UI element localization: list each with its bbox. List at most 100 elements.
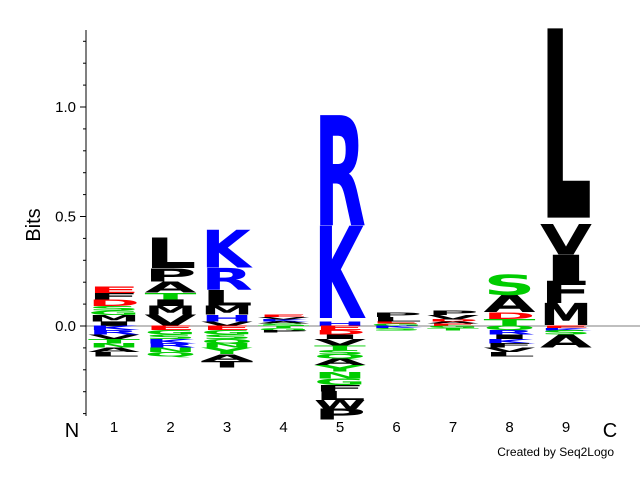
logo-letter-P-positive: P	[371, 311, 423, 318]
logo-letter-T-negative: T	[314, 344, 366, 351]
logo-letter-K-negative: K	[484, 338, 536, 345]
logo-letter-M-positive: M	[88, 313, 140, 324]
position-label-7: 7	[449, 419, 457, 436]
logo-letter-S-negative: S	[314, 349, 366, 356]
logo-letter-D-positive: D	[427, 319, 479, 322]
logo-letter-R-negative: R	[88, 329, 140, 336]
logo-letter-F-negative: F	[484, 342, 536, 349]
logo-letter-S-negative: S	[145, 333, 197, 340]
position-label-1: 1	[110, 419, 118, 436]
position-label-9: 9	[562, 419, 570, 436]
logo-letter-H-positive: H	[314, 320, 366, 327]
logo-letter-S-positive: S	[484, 269, 536, 301]
position-label-4: 4	[279, 419, 287, 436]
logo-letter-L-positive: L	[540, 0, 592, 280]
logo-letter-S-negative: S	[371, 328, 423, 331]
logo-letter-L-positive: L	[201, 287, 253, 311]
logo-letter-P-positive: P	[145, 265, 197, 286]
logo-letter-A-negative: A	[540, 330, 592, 351]
logo-letter-V-positive: V	[201, 320, 253, 327]
logo-letter-R-positive: R	[201, 262, 253, 297]
logo-letter-K-positive: K	[314, 201, 366, 349]
y-tick-label: 0.5	[55, 209, 76, 226]
x-axis: N C 1 2 3 4 5 6 7 8 9	[65, 419, 617, 442]
logo-letter-T-negative: T	[88, 338, 140, 345]
logo-letter-R-negative: R	[484, 329, 536, 336]
logo-letter-L-positive: L	[371, 316, 423, 323]
logo-letter-N-negative: N	[314, 370, 366, 380]
logo-letter-E-positive: E	[258, 314, 310, 318]
logo-letter-D-negative: D	[314, 329, 366, 336]
logo-letter-K-negative: K	[540, 328, 592, 332]
y-tick-label: 1.0	[55, 99, 76, 116]
logo-letter-G-negative: G	[145, 329, 197, 336]
logo-letter-K-positive: K	[258, 319, 310, 323]
logo-letter-R-negative: R	[145, 342, 197, 349]
logo-letter-Q-negative: Q	[145, 351, 197, 358]
logo-letter-A-positive: A	[427, 321, 479, 324]
y-tick-label: 0.0	[55, 318, 76, 335]
logo-letter-T-positive: T	[484, 317, 536, 328]
logo-letter-V-positive: V	[145, 312, 197, 329]
logo-letter-E-negative: E	[145, 325, 197, 332]
logo-letter-A-negative: A	[88, 347, 140, 354]
logo-letter-V-positive: V	[258, 317, 310, 320]
logo-letter-E-negative: E	[314, 325, 366, 332]
logo-letter-I-negative: I	[484, 333, 536, 340]
logo-letter-M-positive: M	[201, 304, 253, 318]
logo-letter-N-negative: N	[88, 342, 140, 349]
logo-letter-M-positive: M	[540, 298, 592, 333]
y-major-ticks: 0.0 0.5 1.0	[55, 99, 86, 335]
logo-letter-F-positive: F	[88, 291, 140, 302]
logo-letter-L-negative: L	[314, 389, 366, 403]
logo-letter-Q-negative: Q	[314, 353, 366, 360]
position-label-6: 6	[392, 419, 400, 436]
position-label-8: 8	[505, 419, 513, 436]
y-axis: 0.0 0.5 1.0 Bits	[23, 30, 87, 416]
logo-letter-E-negative: E	[540, 325, 592, 329]
logo-letter-A-negative: A	[314, 357, 366, 367]
logo-letter-K-negative: K	[371, 325, 423, 329]
logo-letter-K-negative: K	[145, 338, 197, 345]
logo-letter-S-negative: S	[540, 329, 592, 336]
logo-letter-W-negative: W	[314, 398, 366, 412]
logo-letter-G-positive: G	[88, 309, 140, 316]
logo-letter-H-positive: H	[201, 313, 253, 323]
logo-letter-M-positive: M	[145, 304, 197, 318]
logo-letter-G-negative: G	[258, 327, 310, 331]
logo-letter-I-positive: I	[88, 320, 140, 327]
logo-letter-S-positive: S	[258, 323, 310, 326]
logo-letter-E-positive: E	[427, 323, 479, 327]
logo-letter-A-positive: A	[145, 279, 197, 296]
logo-letter-V-positive: V	[427, 314, 479, 321]
n-terminus-label: N	[65, 420, 79, 442]
logo-letter-E-positive: E	[371, 321, 423, 325]
logo-letter-F-negative: F	[314, 383, 366, 394]
logo-letter-E-negative: E	[201, 325, 253, 332]
logo-letter-E-positive: E	[88, 285, 140, 296]
logo-letter-Q-negative: Q	[484, 325, 536, 332]
logo-letter-G-negative: G	[427, 325, 479, 329]
y-axis-title: Bits	[23, 208, 45, 241]
logo-letter-V-negative: V	[314, 337, 366, 347]
logo-letter-A-positive: A	[484, 290, 536, 318]
logo-letter-D-positive: D	[88, 298, 140, 309]
logo-letter-G-negative: G	[201, 329, 253, 336]
logo-letter-P-negative: P	[258, 330, 310, 334]
logo-letter-T-positive: T	[145, 291, 197, 302]
logo-letter-V-negative: V	[484, 347, 536, 354]
logo-letter-T-negative: T	[201, 359, 253, 370]
logo-letter-F-positive: F	[540, 275, 592, 310]
logo-letter-T-negative: T	[427, 327, 479, 331]
c-terminus-label: C	[603, 420, 617, 442]
logo-letter-L-negative: L	[88, 351, 140, 358]
logo-letter-R-positive: R	[314, 84, 366, 261]
logo-letter-Q-negative: Q	[201, 338, 253, 345]
